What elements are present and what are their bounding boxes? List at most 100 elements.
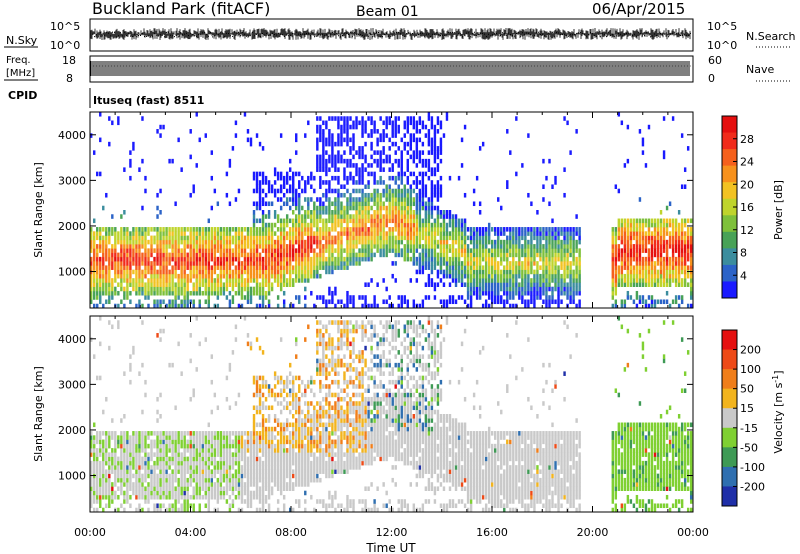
power-cell (614, 244, 618, 249)
power-cell (355, 214, 358, 219)
power-cell (542, 278, 545, 283)
power-cell (457, 222, 461, 228)
power-cell (409, 192, 413, 198)
power-cell (484, 261, 488, 266)
power-cell (282, 278, 286, 283)
velocity-cell (222, 477, 226, 483)
power-cell (156, 205, 159, 211)
power-cell (213, 265, 217, 270)
power-cell (521, 286, 524, 292)
power-cell (487, 295, 491, 300)
velocity-cell (240, 452, 244, 457)
power-cell (264, 227, 268, 232)
power-cell (403, 141, 406, 147)
power-cell (234, 235, 238, 241)
power-cell (328, 133, 331, 138)
power-cell (189, 244, 192, 249)
power-cell (575, 278, 578, 283)
power-cell (677, 273, 681, 279)
power-cell (662, 227, 666, 232)
power-cell (563, 244, 566, 249)
power-cell (373, 252, 376, 258)
power-cell (240, 295, 244, 300)
power-cell (439, 227, 443, 232)
power-cell (129, 282, 132, 287)
power-cell (418, 129, 422, 134)
power-cell (337, 244, 340, 249)
power-cell (424, 171, 428, 177)
power-cell (361, 222, 364, 228)
velocity-cell (138, 486, 141, 491)
power-cell (213, 227, 217, 232)
power-cell (551, 273, 554, 279)
power-cell (267, 265, 271, 270)
velocity-cell (165, 465, 168, 470)
power-cell (358, 146, 361, 151)
velocity-cell (210, 477, 214, 483)
velocity-cell (135, 439, 138, 445)
power-cell (319, 197, 322, 202)
power-cell (361, 239, 364, 245)
power-cell (138, 227, 141, 232)
power-cell (569, 150, 572, 155)
power-cell (665, 269, 669, 275)
power-cell (394, 278, 397, 283)
power-cell (521, 248, 524, 253)
velocity-cell (108, 320, 111, 325)
power-cell (144, 290, 147, 296)
velocity-cell (108, 452, 111, 457)
power-cell (497, 248, 500, 253)
power-cell (403, 244, 406, 249)
power-cell (406, 167, 409, 172)
power-cell (135, 261, 138, 266)
power-cell (638, 248, 642, 253)
power-cell (620, 265, 624, 270)
power-cell (258, 261, 262, 266)
power-cell (484, 244, 488, 249)
power-cell (611, 269, 615, 275)
power-cell (150, 239, 153, 245)
power-cell (144, 269, 147, 275)
power-cell (536, 244, 539, 249)
power-cell (361, 256, 364, 262)
power-cell (216, 231, 220, 236)
velocity-cell (186, 469, 189, 474)
velocity-cell (159, 443, 162, 449)
velocity-cell (213, 507, 217, 513)
power-cell (111, 252, 114, 258)
power-cell (255, 273, 259, 279)
velocity-cell (204, 494, 207, 500)
power-cell (662, 218, 666, 224)
power-cell (460, 222, 464, 228)
velocity-cell (180, 460, 183, 466)
power-cell (481, 303, 485, 309)
power-cell (96, 256, 99, 262)
velocity-cell (165, 431, 168, 436)
velocity-cell (207, 448, 210, 453)
velocity-cell (159, 469, 162, 474)
power-cell (249, 295, 253, 300)
power-cell (349, 197, 352, 202)
power-cell (126, 295, 129, 300)
power-cell (358, 201, 361, 207)
power-cell (183, 256, 186, 262)
power-cell (385, 218, 388, 224)
power-cell (376, 188, 379, 194)
power-cell (310, 227, 313, 232)
velocity-cell (105, 490, 108, 496)
velocity-cell (99, 482, 102, 487)
velocity-cell (180, 507, 183, 513)
power-cell (418, 150, 422, 155)
power-cell (424, 163, 428, 168)
power-cell (249, 256, 253, 262)
velocity-cell (192, 452, 195, 457)
power-cell (469, 299, 473, 305)
power-cell (674, 278, 678, 283)
power-cell (346, 248, 349, 253)
power-cell (406, 141, 409, 147)
power-cell (427, 163, 431, 168)
velocity-cell (174, 490, 177, 496)
power-cell (228, 256, 232, 262)
velocity-cell (210, 443, 214, 449)
power-cell (295, 278, 298, 283)
